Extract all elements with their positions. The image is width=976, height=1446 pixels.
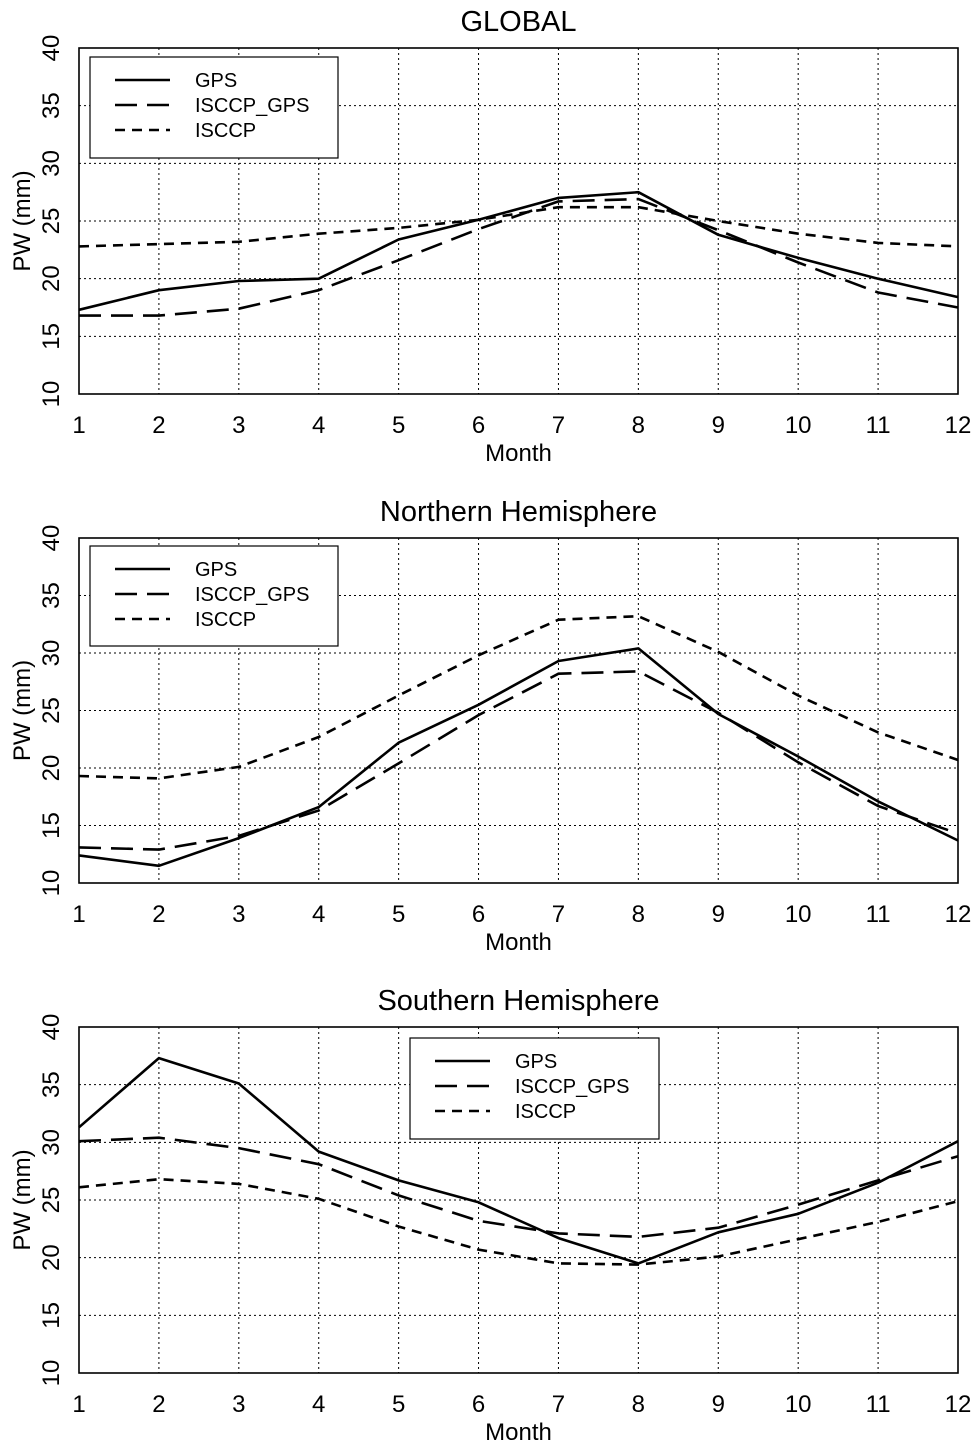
x-tick-label: 6 <box>472 1391 485 1418</box>
y-tick-label: 20 <box>38 755 65 782</box>
x-tick-label: 2 <box>152 901 165 928</box>
x-tick-label: 4 <box>312 1391 325 1418</box>
y-axis-label: PW (mm) <box>9 1149 36 1250</box>
x-tick-label: 7 <box>552 901 565 928</box>
legend-label-gps: GPS <box>195 70 237 92</box>
y-tick-label: 40 <box>38 35 65 62</box>
legend-label-isccp: ISCCP <box>195 609 256 631</box>
y-tick-label: 35 <box>38 1071 65 1098</box>
x-tick-label: 3 <box>232 1391 245 1418</box>
x-axis-label: Month <box>485 929 552 956</box>
legend: GPS ISCCP_GPS ISCCP <box>89 545 339 647</box>
x-tick-label: 1 <box>72 1391 85 1418</box>
y-tick-label: 35 <box>38 582 65 609</box>
chart-title: Northern Hemisphere <box>380 496 657 528</box>
x-tick-label: 11 <box>866 412 891 439</box>
y-tick-label: 40 <box>38 1014 65 1041</box>
legend-label-isccp: ISCCP <box>195 120 256 142</box>
y-tick-label: 20 <box>38 265 65 292</box>
x-axis-label: Month <box>485 440 552 467</box>
plot-frame <box>78 1026 959 1374</box>
x-tick-label: 2 <box>152 412 165 439</box>
y-tick-label: 30 <box>38 640 65 667</box>
x-axis-label: Month <box>485 1419 552 1446</box>
x-tick-label: 1 <box>72 412 85 439</box>
x-tick-label: 5 <box>392 901 405 928</box>
legend-box <box>89 56 339 159</box>
y-tick-label: 30 <box>38 1129 65 1156</box>
x-tick-label: 7 <box>552 1391 565 1418</box>
series-line-isccp-gps <box>78 1136 959 1239</box>
x-tick-label: 10 <box>785 412 812 439</box>
y-tick-label: 25 <box>38 208 65 235</box>
x-tick-label: 11 <box>866 901 891 928</box>
series-line-isccp <box>78 205 959 248</box>
x-tick-label: 4 <box>312 901 325 928</box>
x-tick-label: 8 <box>632 412 645 439</box>
y-tick-label: 10 <box>38 381 65 408</box>
series-line-isccp-gps <box>79 197 959 317</box>
y-tick-label: 10 <box>38 1360 65 1387</box>
x-tick-label: 5 <box>392 1391 405 1418</box>
y-tick-label: 35 <box>38 92 65 119</box>
legend-label-isccp-gps: ISCCP_GPS <box>515 1076 629 1098</box>
plot-frame <box>78 537 959 884</box>
chart-title: Southern Hemisphere <box>377 985 659 1017</box>
y-tick-label: 25 <box>38 1187 65 1214</box>
x-tick-label: 6 <box>472 412 485 439</box>
legend-box <box>89 545 339 647</box>
x-tick-label: 1 <box>72 901 85 928</box>
series-line-gps <box>78 190 959 312</box>
legend: GPS ISCCP_GPS ISCCP <box>89 56 339 159</box>
y-tick-label: 40 <box>38 525 65 552</box>
x-tick-label: 4 <box>312 412 325 439</box>
legend-label-isccp: ISCCP <box>515 1101 576 1123</box>
x-tick-label: 6 <box>472 901 485 928</box>
x-tick-label: 12 <box>945 412 972 439</box>
x-tick-label: 9 <box>712 901 725 928</box>
x-tick-label: 7 <box>552 412 565 439</box>
y-tick-label: 15 <box>38 323 65 350</box>
x-tick-label: 10 <box>785 1391 812 1418</box>
x-tick-label: 8 <box>632 901 645 928</box>
y-tick-label: 25 <box>38 697 65 724</box>
chart-title: GLOBAL <box>460 6 576 38</box>
x-tick-label: 11 <box>866 1391 891 1418</box>
x-tick-label: 8 <box>632 1391 645 1418</box>
y-tick-label: 15 <box>38 812 65 839</box>
series-line-gps <box>78 647 959 868</box>
series-line-isccp <box>78 1177 959 1266</box>
y-tick-label: 20 <box>38 1244 65 1271</box>
legend-label-gps: GPS <box>515 1051 557 1073</box>
x-tick-label: 12 <box>945 1391 972 1418</box>
legend: GPS ISCCP_GPS ISCCP <box>409 1037 660 1140</box>
legend-label-isccp-gps: ISCCP_GPS <box>195 95 309 117</box>
legend-label-isccp-gps: ISCCP_GPS <box>195 584 309 606</box>
legend-label-gps: GPS <box>195 559 237 581</box>
x-tick-label: 10 <box>785 901 812 928</box>
x-tick-label: 5 <box>392 412 405 439</box>
x-tick-label: 12 <box>945 901 972 928</box>
x-tick-label: 3 <box>232 901 245 928</box>
x-tick-label: 9 <box>712 1391 725 1418</box>
y-tick-label: 10 <box>38 870 65 897</box>
plot-frame <box>78 47 959 395</box>
legend-box <box>409 1037 660 1140</box>
x-tick-label: 2 <box>152 1391 165 1418</box>
series-line-isccp <box>78 614 959 780</box>
y-axis-label: PW (mm) <box>9 660 36 761</box>
y-tick-label: 30 <box>38 150 65 177</box>
y-tick-label: 15 <box>38 1302 65 1329</box>
series-line-isccp-gps <box>78 670 959 851</box>
series-line-gps <box>78 1056 959 1265</box>
x-tick-label: 3 <box>232 412 245 439</box>
y-axis-label: PW (mm) <box>9 170 36 271</box>
x-tick-label: 9 <box>712 412 725 439</box>
